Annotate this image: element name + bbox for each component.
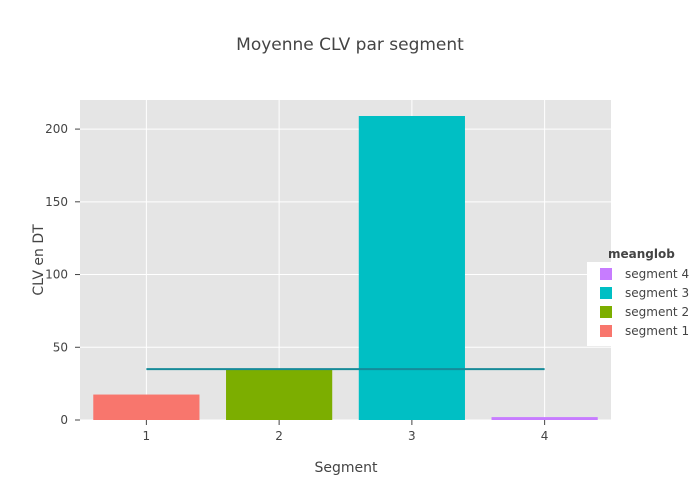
legend-swatch-segment-1 (600, 325, 612, 337)
legend-item-label: segment 1 (625, 324, 689, 338)
bar-segment-3 (358, 116, 465, 420)
legend-swatch-segment-4 (600, 268, 612, 280)
y-axis-label: CLV en DT (31, 224, 47, 296)
legend: meanglob segment 4 segment 3 segment 2 segm… (587, 247, 700, 346)
x-tick-label: 1 (143, 429, 151, 443)
bar-segment-1 (93, 394, 200, 420)
x-tick-label: 2 (275, 429, 283, 443)
bar-segment-4 (491, 417, 598, 420)
y-tick-label: 100 (45, 268, 68, 282)
legend-swatch-segment-2 (600, 306, 612, 318)
legend-item-label: segment 2 (625, 305, 689, 319)
legend-item-label: segment 4 (625, 267, 689, 281)
plot-background (80, 100, 611, 420)
legend-item-label: segment 3 (625, 286, 689, 300)
y-tick-label: 150 (45, 195, 68, 209)
bar-segment-2 (226, 369, 333, 420)
x-axis-label: Segment (315, 460, 379, 476)
y-tick-label: 200 (45, 122, 68, 136)
legend-title: meanglob (608, 247, 675, 261)
legend-swatch-segment-3 (600, 287, 612, 299)
chart-title: Moyenne CLV par segment (236, 35, 464, 55)
plot-area: 0 50 100 150 200 1 2 3 4 (45, 100, 611, 443)
y-tick-label: 0 (60, 413, 68, 427)
x-tick-label: 4 (541, 429, 549, 443)
y-tick-label: 50 (53, 340, 68, 354)
x-tick-label: 3 (408, 429, 416, 443)
